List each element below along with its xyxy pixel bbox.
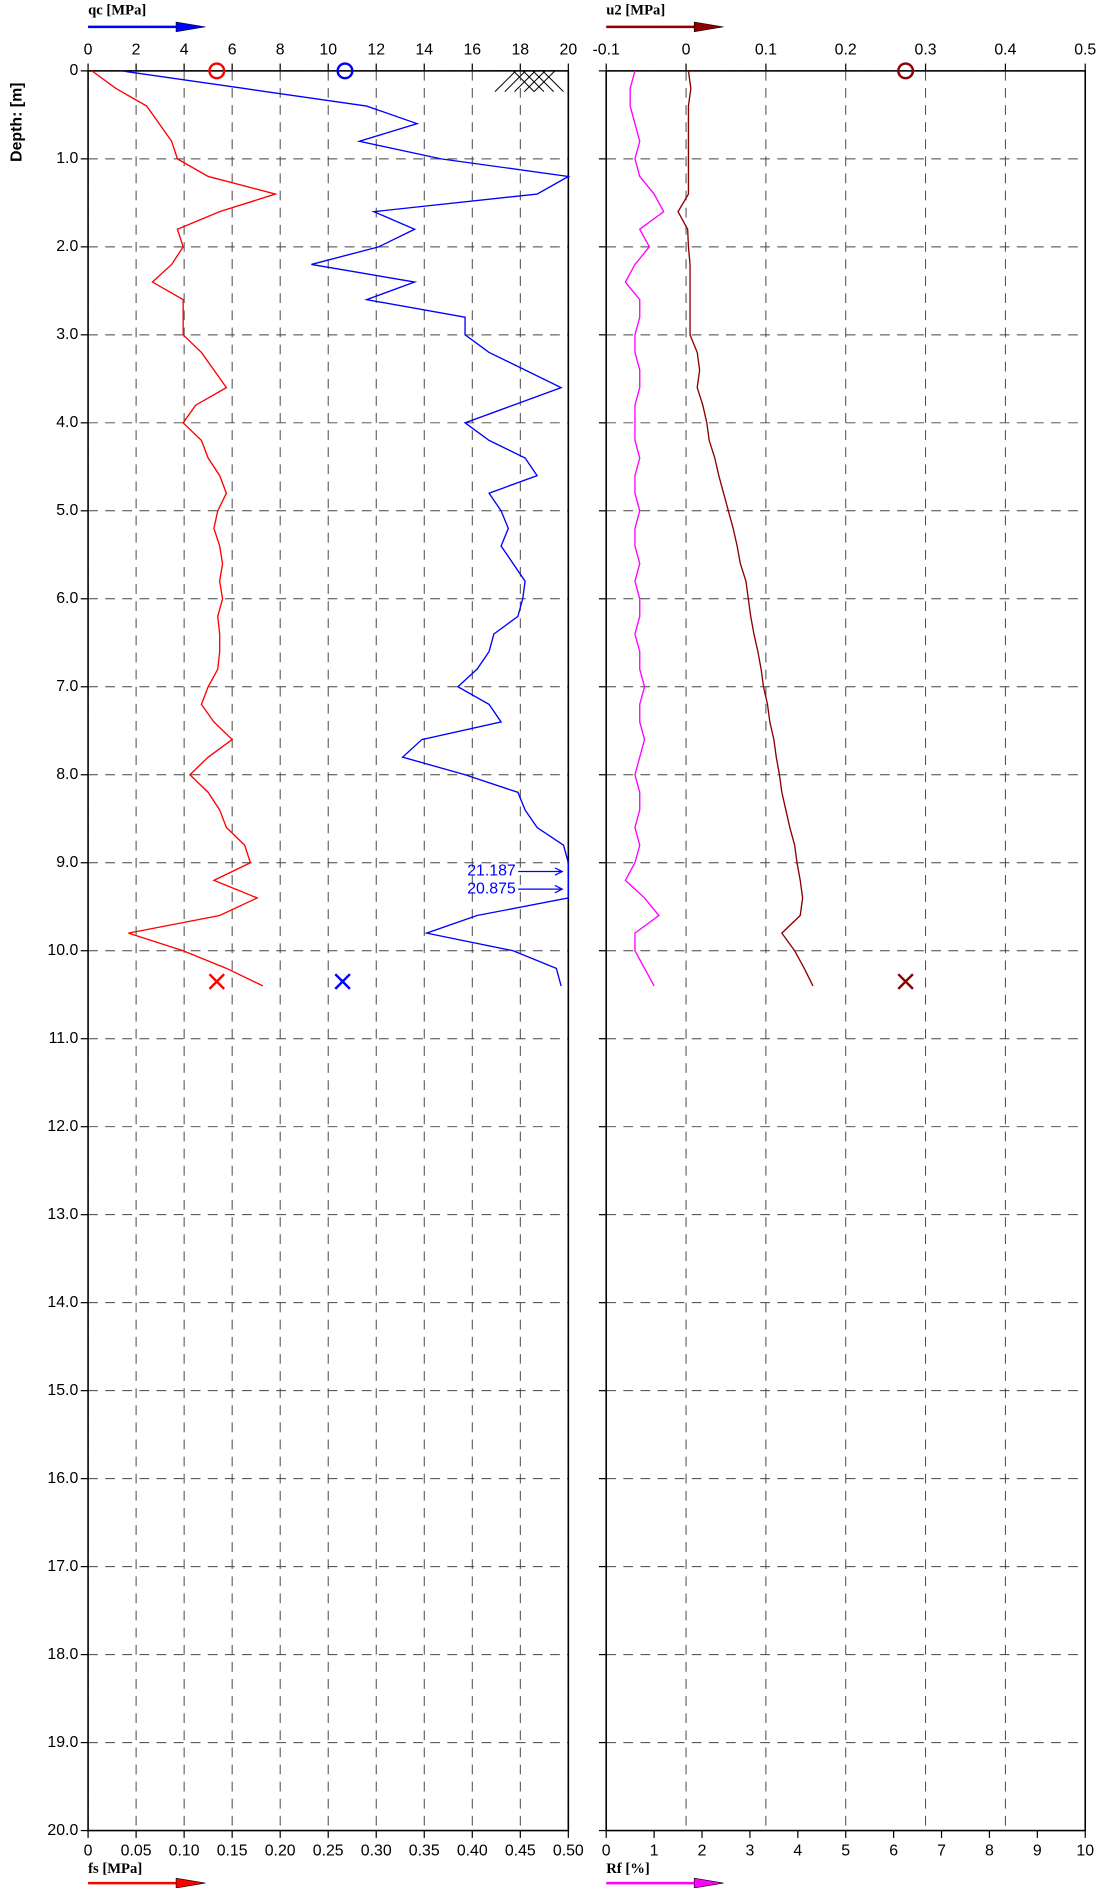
x-tick-label: 0 (682, 41, 691, 58)
x2-tick-label: 6 (889, 1843, 898, 1860)
y-tick-label: 14.0 (47, 1294, 78, 1311)
panel-frame (87, 70, 570, 1832)
data-line (677, 70, 814, 987)
axis-arrow-head (175, 21, 206, 33)
y-tick-label: 17.0 (47, 1558, 78, 1575)
y-tick-label: 18.0 (47, 1646, 78, 1663)
x2-tick-label: 0.05 (121, 1843, 152, 1860)
annotation: 20.875 (467, 880, 516, 897)
x-tick-label: 4 (180, 41, 189, 58)
x2-tick-label: 7 (937, 1843, 946, 1860)
x2-tick-label: 4 (793, 1843, 802, 1860)
y-tick-label: 5.0 (56, 502, 78, 519)
x-tick-label: 2 (132, 41, 141, 58)
y-tick-label: 1.0 (56, 150, 78, 167)
x2-tick-label: 3 (745, 1843, 754, 1860)
y-tick-label: 8.0 (56, 766, 78, 783)
x2-tick-label: 0 (602, 1843, 611, 1860)
x2-tick-label: 0.50 (553, 1843, 584, 1860)
marker-cross (208, 973, 225, 990)
marker-circle (897, 62, 915, 80)
x2-tick-label: 0.30 (361, 1843, 392, 1860)
x-tick-label: 0.1 (755, 41, 777, 58)
y-tick-label: 13.0 (47, 1206, 78, 1223)
y-tick-label: 10.0 (47, 942, 78, 959)
axis-arrow-head (693, 21, 724, 33)
x2-tick-label: 5 (841, 1843, 850, 1860)
x-tick-label: 14 (415, 41, 433, 58)
x-tick-label: 0.4 (994, 41, 1016, 58)
data-line (624, 70, 665, 987)
x-tick-label: -0.1 (593, 41, 621, 58)
y-tick-label: 4.0 (56, 414, 78, 431)
annotation-arrow (518, 867, 564, 876)
x-tick-label: 16 (463, 41, 481, 58)
y-tick-label: 20.0 (47, 1822, 78, 1839)
annotation: 21.187 (467, 863, 516, 880)
x-tick-label: 0 (84, 41, 93, 58)
x-tick-label: 0.5 (1074, 41, 1096, 58)
y-tick-label: 12.0 (47, 1118, 78, 1135)
x-tick-label: 10 (319, 41, 337, 58)
x2-tick-label: 10 (1076, 1843, 1094, 1860)
y-tick-label: 15.0 (47, 1382, 78, 1399)
y-tick-label: 3.0 (56, 326, 78, 343)
x2-tick-label: 2 (698, 1843, 707, 1860)
marker-cross (897, 973, 914, 990)
x2-tick-label: 1 (650, 1843, 659, 1860)
x2-axis-title: Rf [%] (606, 1861, 650, 1877)
y-tick-label: 19.0 (47, 1734, 78, 1751)
x2-tick-label: 0.35 (409, 1843, 440, 1860)
hatch-symbol (491, 70, 566, 92)
x-tick-label: 12 (367, 41, 385, 58)
y-tick-label: 11.0 (49, 1030, 79, 1047)
x-tick-label: 0.3 (915, 41, 937, 58)
x2-tick-label: 0 (84, 1843, 93, 1860)
x-tick-label: 20 (559, 41, 577, 58)
y-tick-label: 6.0 (56, 590, 78, 607)
panel-frame (605, 70, 1087, 1832)
y-tick-label: 9.0 (56, 854, 78, 871)
marker-cross (334, 973, 351, 990)
data-line (121, 70, 571, 987)
x2-tick-label: 0.10 (169, 1843, 200, 1860)
axis-arrow-head (693, 1877, 724, 1888)
x2-tick-label: 0.20 (265, 1843, 296, 1860)
marker-circle (208, 62, 226, 80)
x-tick-label: 0.2 (835, 41, 857, 58)
x-axis-title: qc [MPa] (88, 2, 146, 18)
x-axis-title: u2 [MPa] (606, 2, 665, 18)
annotation-arrow (518, 884, 564, 894)
x2-axis-title: fs [MPa] (88, 1861, 142, 1877)
x2-tick-label: 8 (985, 1843, 994, 1860)
y-tick-label: 7.0 (56, 678, 78, 695)
x-tick-label: 18 (511, 41, 529, 58)
x2-tick-label: 0.25 (313, 1843, 344, 1860)
y-tick-label: 2.0 (56, 238, 78, 255)
x2-tick-label: 9 (1033, 1843, 1042, 1860)
marker-circle (336, 62, 354, 80)
data-line (91, 70, 278, 987)
x-tick-label: 8 (276, 41, 285, 58)
x2-tick-label: 0.40 (457, 1843, 488, 1860)
y-tick-label: 16.0 (47, 1470, 78, 1487)
y-tick-label: 0 (69, 62, 78, 79)
y-axis-title: Depth: [m] (8, 83, 25, 162)
x-tick-label: 6 (228, 41, 237, 58)
axis-arrow-head (175, 1877, 206, 1888)
x2-tick-label: 0.15 (217, 1843, 248, 1860)
x2-tick-label: 0.45 (505, 1843, 536, 1860)
